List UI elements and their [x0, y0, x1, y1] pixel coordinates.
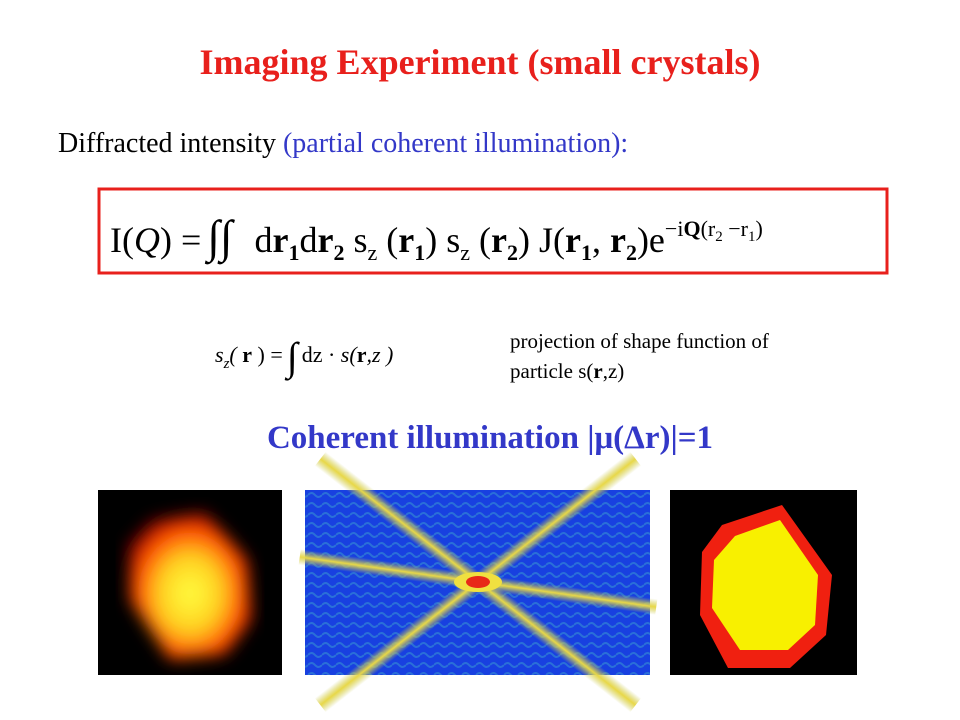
subtitle: Coherent illumination |μ(Δr)|=1 [267, 420, 713, 456]
eq-part: d [254, 220, 272, 260]
eq-part: z [367, 240, 377, 265]
eq-part: −r [723, 216, 749, 241]
description-line: projection of shape function of [510, 329, 769, 353]
eq-part: r [398, 220, 414, 260]
intro: Diffracted intensity (partial coherent i… [58, 128, 628, 159]
eq-part: 1 [414, 240, 425, 265]
intro-text: Diffracted intensity [58, 128, 276, 159]
eq-part: r [610, 220, 626, 260]
description-line: particle s(r,z) [510, 359, 624, 383]
eq-part: ) [755, 216, 762, 241]
equation: I(Q) = ∫∫ dr1dr2 sz (r1) sz (r2) J(r1, r2)… [110, 211, 763, 265]
eq-part: ,z ) [366, 342, 393, 367]
eq-part: r [357, 342, 367, 367]
eq-part: 2 [507, 240, 518, 265]
eq-part: I( [110, 220, 134, 260]
eq-part: 1 [748, 229, 756, 245]
image-object [98, 490, 282, 675]
eq-part: Q [683, 216, 700, 241]
eq-part: s( [341, 342, 359, 367]
eq-part: Q [134, 220, 160, 260]
eq-part: ) = [160, 220, 201, 260]
intro-note: (partial coherent illumination): [283, 128, 628, 159]
eq-part: , [592, 220, 610, 260]
eq-part: r [491, 220, 507, 260]
image-diffraction [298, 451, 658, 713]
eq-part: ( [470, 220, 491, 260]
description-part: ,z) [603, 359, 625, 383]
eq-part: d [299, 220, 317, 260]
eq-part: dz · [302, 342, 341, 367]
image-reconstruction [670, 490, 857, 675]
description-part: r [593, 359, 602, 383]
eq-part: 1 [288, 240, 299, 265]
eq-part: r [272, 220, 288, 260]
projection-equation: sz( r ) = ∫ dz · s(r,z ) [215, 334, 393, 381]
eq-part: s [215, 342, 224, 367]
equation-box [97, 187, 889, 275]
eq-part: ∫∫ [204, 211, 235, 265]
eq-part: ∫ [284, 334, 301, 381]
eq-part: (r [701, 216, 716, 241]
eq-part: r [565, 220, 581, 260]
eq-part: s [344, 220, 367, 260]
eq-part: ) s [425, 220, 460, 260]
eq-part: ) = [252, 342, 283, 367]
eq-part: −i [665, 216, 684, 241]
title: Imaging Experiment (small crystals) [200, 42, 761, 82]
eq-part: ( [377, 220, 398, 260]
eq-part: r [317, 220, 333, 260]
eq-part: 2 [333, 240, 344, 265]
eq-part: )e [637, 220, 665, 260]
eq-part: ) J( [518, 220, 565, 260]
eq-part: 2 [715, 229, 723, 245]
eq-part: z [460, 240, 470, 265]
eq-part: ( [229, 342, 242, 367]
description-part: particle s( [510, 359, 593, 383]
eq-part: r [242, 342, 252, 367]
eq-part: 1 [581, 240, 592, 265]
eq-part: z [223, 356, 230, 372]
eq-part: 2 [626, 240, 637, 265]
